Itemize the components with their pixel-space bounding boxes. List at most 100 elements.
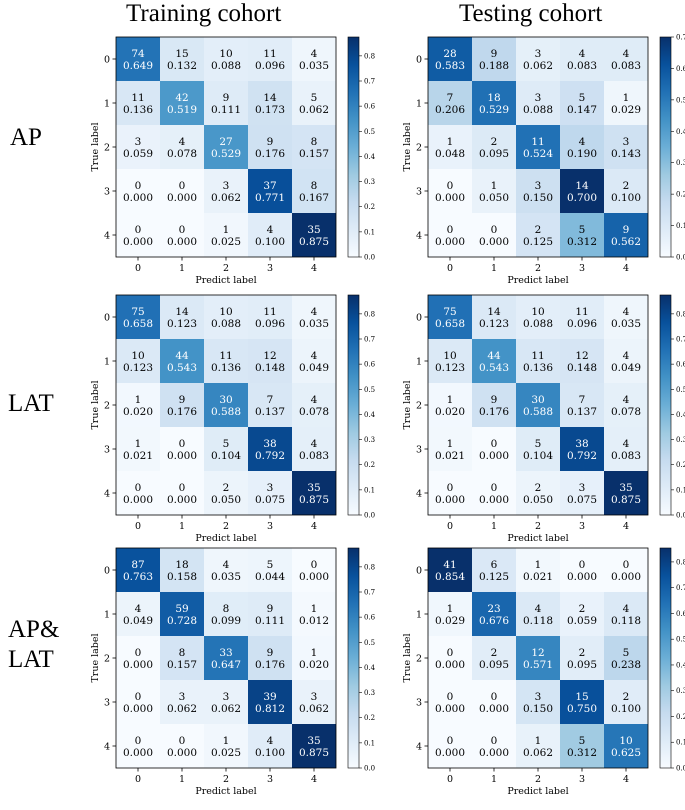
cell-rate-label: 0.049 bbox=[611, 362, 641, 374]
colorbar-tick-label: 0.5 bbox=[364, 128, 375, 136]
cell-count-label: 9 bbox=[623, 224, 630, 236]
cell-count-label: 44 bbox=[487, 350, 501, 362]
x-tick-label: 2 bbox=[535, 263, 541, 274]
cell-rate-label: 0.029 bbox=[435, 615, 465, 627]
cell-count-label: 10 bbox=[219, 48, 232, 60]
colorbar-tick-label: 0.3 bbox=[364, 436, 375, 444]
colorbar-tick-label: 0.5 bbox=[676, 96, 685, 104]
cell-rate-label: 0.050 bbox=[211, 494, 241, 506]
colorbar-tick-label: 0.1 bbox=[676, 739, 685, 747]
y-tick-label: 0 bbox=[104, 566, 110, 577]
matrix-cell bbox=[292, 81, 336, 125]
cell-rate-label: 0.025 bbox=[211, 236, 241, 248]
matrix-cell bbox=[472, 81, 516, 125]
x-tick-label: 3 bbox=[267, 263, 273, 274]
cell-rate-label: 0.096 bbox=[255, 60, 285, 72]
matrix-cell bbox=[428, 383, 472, 427]
cell-rate-label: 0.035 bbox=[611, 318, 641, 330]
cell-rate-label: 0.543 bbox=[479, 362, 509, 374]
cell-rate-label: 0.176 bbox=[255, 659, 285, 671]
matrix-cell bbox=[116, 125, 160, 169]
colorbar-tick-label: 0.7 bbox=[676, 34, 685, 42]
colorbar-tick-label: 0.0 bbox=[364, 254, 375, 262]
matrix-cell bbox=[516, 680, 560, 724]
cell-rate-label: 0.312 bbox=[567, 747, 597, 759]
x-tick-label: 3 bbox=[579, 263, 585, 274]
y-axis-label: True label bbox=[90, 380, 101, 429]
cell-count-label: 0 bbox=[135, 735, 142, 747]
cell-count-label: 27 bbox=[219, 136, 232, 148]
cell-count-label: 9 bbox=[267, 136, 274, 148]
colorbar bbox=[347, 547, 360, 769]
x-axis-label: Predict label bbox=[507, 275, 568, 286]
cell-rate-label: 0.000 bbox=[123, 703, 153, 715]
y-tick-label: 1 bbox=[416, 357, 422, 368]
cell-rate-label: 0.044 bbox=[255, 571, 285, 583]
column-title-training: Training cohort bbox=[126, 0, 282, 27]
cell-rate-label: 0.137 bbox=[567, 406, 597, 418]
matrix-cell bbox=[428, 548, 472, 592]
cell-count-label: 4 bbox=[623, 48, 630, 60]
cell-rate-label: 0.020 bbox=[123, 406, 153, 418]
colorbar-tick-label: 0.5 bbox=[364, 639, 375, 647]
cell-rate-label: 0.000 bbox=[479, 236, 509, 248]
matrix-cell bbox=[204, 125, 248, 169]
y-tick-label: 3 bbox=[104, 698, 110, 709]
matrix-cell bbox=[160, 339, 204, 383]
cell-rate-label: 0.050 bbox=[479, 192, 509, 204]
colorbar-tick-label: 0.3 bbox=[364, 178, 375, 186]
matrix-cell bbox=[560, 471, 604, 515]
matrix-cell bbox=[160, 81, 204, 125]
matrix-cell bbox=[116, 680, 160, 724]
matrix-cell bbox=[160, 680, 204, 724]
colorbar-tick-label: 0.1 bbox=[676, 486, 685, 494]
matrix-cell bbox=[472, 548, 516, 592]
cell-rate-label: 0.136 bbox=[211, 362, 241, 374]
cell-rate-label: 0.312 bbox=[567, 236, 597, 248]
cell-rate-label: 0.658 bbox=[123, 318, 153, 330]
x-tick-label: 2 bbox=[223, 521, 229, 532]
cell-count-label: 75 bbox=[131, 306, 144, 318]
x-tick-label: 4 bbox=[623, 774, 629, 785]
cell-rate-label: 0.157 bbox=[299, 148, 329, 160]
cell-count-label: 18 bbox=[175, 559, 188, 571]
cell-count-label: 37 bbox=[263, 180, 276, 192]
colorbar-tick-label: 0.8 bbox=[364, 52, 375, 60]
x-tick-label: 1 bbox=[491, 263, 497, 274]
cell-count-label: 1 bbox=[447, 136, 454, 148]
y-tick-label: 1 bbox=[416, 99, 422, 110]
cell-rate-label: 0.048 bbox=[435, 148, 465, 160]
matrix-cell bbox=[204, 339, 248, 383]
confusion-matrix-testing-ap: 280.58390.18830.06240.08340.08370.206180… bbox=[402, 34, 685, 287]
cell-count-label: 4 bbox=[311, 48, 318, 60]
cell-count-label: 1 bbox=[447, 394, 454, 406]
cell-rate-label: 0.111 bbox=[255, 615, 285, 627]
matrix-cell bbox=[204, 636, 248, 680]
matrix-cell bbox=[516, 427, 560, 471]
cell-count-label: 4 bbox=[623, 394, 630, 406]
matrix-cell bbox=[604, 592, 648, 636]
matrix-cell bbox=[204, 592, 248, 636]
cell-rate-label: 0.000 bbox=[567, 571, 597, 583]
cell-rate-label: 0.025 bbox=[211, 747, 241, 759]
cell-count-label: 0 bbox=[447, 180, 454, 192]
matrix-cell bbox=[204, 427, 248, 471]
cell-rate-label: 0.000 bbox=[167, 747, 197, 759]
colorbar-tick-label: 0.6 bbox=[364, 614, 376, 622]
cell-rate-label: 0.062 bbox=[299, 703, 329, 715]
colorbar-tick-label: 0.7 bbox=[364, 589, 375, 597]
cell-count-label: 4 bbox=[311, 350, 318, 362]
cell-rate-label: 0.771 bbox=[255, 192, 285, 204]
matrix-cell bbox=[604, 213, 648, 257]
cell-rate-label: 0.012 bbox=[299, 615, 329, 627]
colorbar-tick-label: 0.3 bbox=[676, 687, 685, 695]
matrix-cell bbox=[248, 81, 292, 125]
cell-count-label: 4 bbox=[267, 735, 274, 747]
cell-count-label: 11 bbox=[531, 350, 544, 362]
cell-rate-label: 0.100 bbox=[255, 236, 285, 248]
cell-count-label: 8 bbox=[179, 647, 186, 659]
cell-rate-label: 0.000 bbox=[435, 659, 465, 671]
colorbar-tick-label: 0.0 bbox=[676, 512, 685, 520]
y-tick-label: 2 bbox=[104, 654, 110, 665]
colorbar-tick-label: 0.2 bbox=[676, 461, 685, 469]
